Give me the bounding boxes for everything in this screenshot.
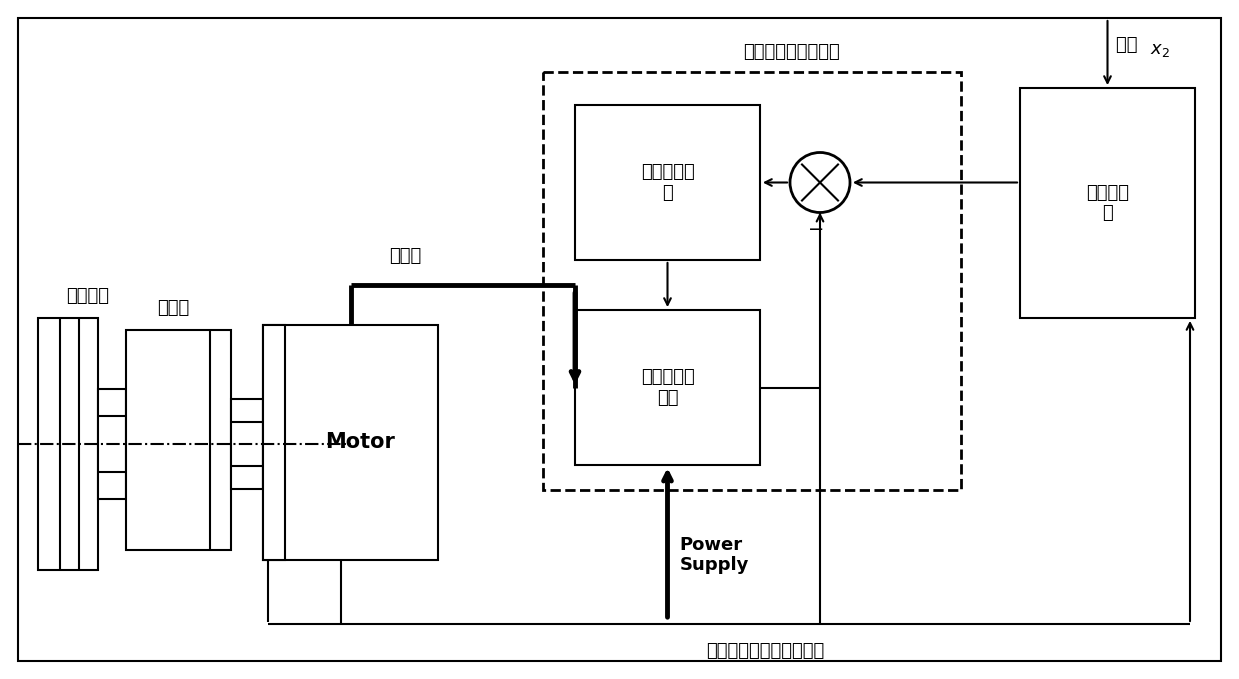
Bar: [126, 330, 230, 550]
Text: $x_2$: $x_2$: [1150, 41, 1170, 59]
Text: 伺服电机电气驱动器: 伺服电机电气驱动器: [743, 43, 840, 61]
Text: Motor: Motor: [326, 433, 395, 452]
Bar: [98, 389, 126, 499]
Text: −: −: [808, 221, 824, 240]
Bar: [575, 105, 760, 260]
Text: 位置控制
器: 位置控制 器: [1087, 183, 1129, 223]
Bar: [38, 318, 98, 570]
Bar: [263, 325, 439, 560]
Bar: [1020, 88, 1194, 318]
Text: 指令: 指令: [1115, 36, 1142, 54]
Text: Power
Supply: Power Supply: [679, 536, 748, 574]
Text: 光电编码器位置反馈信号: 光电编码器位置反馈信号: [706, 642, 824, 660]
Bar: [230, 399, 263, 489]
Text: 电流环控制
器: 电流环控制 器: [641, 163, 694, 202]
Text: 惯性负载: 惯性负载: [67, 287, 109, 305]
Text: 减速器: 减速器: [157, 299, 190, 317]
Text: 放大与处理
电路: 放大与处理 电路: [641, 368, 694, 407]
Text: 动力线: 动力线: [389, 247, 421, 265]
Bar: [543, 72, 961, 490]
Circle shape: [790, 153, 850, 213]
Bar: [575, 310, 760, 465]
Bar: [263, 325, 285, 560]
